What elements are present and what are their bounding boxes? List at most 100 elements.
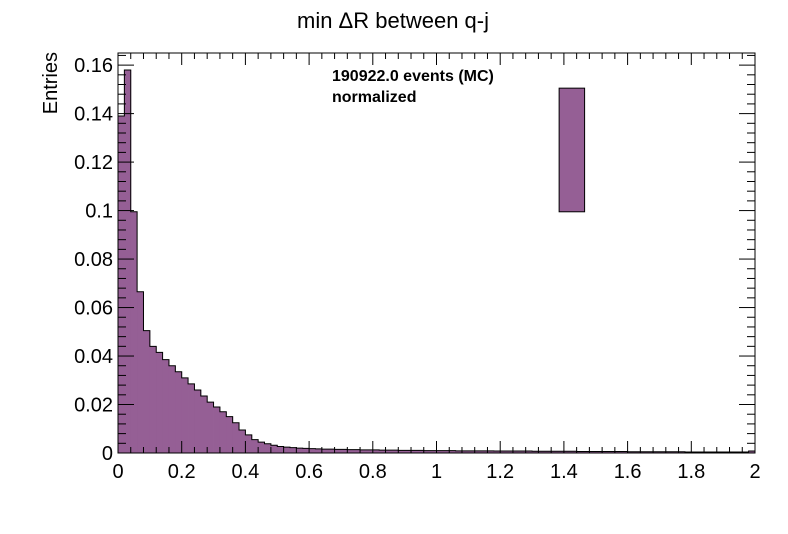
histogram-bar (130, 211, 138, 453)
histogram-bar (156, 352, 163, 453)
y-tick-label: 0.16 (74, 55, 113, 77)
histogram-bar (748, 451, 756, 453)
y-axis-title: Entries (40, 52, 62, 114)
histogram-bar (162, 359, 170, 453)
histogram-bar (315, 448, 323, 453)
histogram-bar (576, 451, 584, 453)
legend-swatch (558, 87, 586, 213)
y-tick-label: 0 (102, 443, 113, 465)
histogram-bar (672, 451, 679, 453)
histogram-bar (430, 450, 437, 453)
histogram-bar (525, 451, 533, 453)
histogram-bar (481, 450, 488, 453)
y-tick-label: 0.1 (85, 201, 113, 223)
histogram-bar (411, 450, 418, 453)
histogram-bar (640, 451, 648, 453)
histogram-bar (404, 450, 412, 453)
histogram-bar (385, 450, 393, 453)
histogram-bar (589, 451, 597, 453)
histogram-bar (283, 447, 291, 453)
histogram-bar (442, 450, 450, 453)
histogram-bar (379, 450, 386, 453)
histogram-bar (506, 451, 514, 453)
histogram-bar (474, 450, 482, 453)
histogram-bar (264, 443, 272, 453)
histogram-bar (334, 449, 342, 453)
histogram-bar (493, 451, 501, 453)
histogram-bar (633, 451, 641, 453)
histogram-bar (551, 451, 558, 453)
histogram-bar (168, 365, 176, 453)
histogram-bar (296, 448, 304, 453)
histogram-bar (563, 451, 571, 453)
histogram-bar (487, 450, 495, 453)
legend (558, 87, 586, 213)
histogram-bar (347, 449, 355, 453)
events-annotation: 190922.0 events (MC) (332, 68, 494, 85)
y-tick-label: 0.04 (74, 346, 113, 368)
y-tick-label: 0.02 (74, 395, 113, 417)
histogram-bar (321, 449, 329, 453)
histogram-bar (258, 442, 265, 453)
plot-frame-group (117, 52, 756, 454)
y-tick-label: 0.14 (74, 104, 113, 126)
histogram-bar (239, 429, 246, 453)
x-tick-label: 0.4 (231, 461, 259, 483)
histogram-bar (665, 451, 673, 453)
histogram-bar (608, 451, 616, 453)
histogram-bar (200, 396, 208, 453)
histogram-bar (270, 445, 278, 453)
histogram-outline (117, 69, 756, 453)
histogram-bar (175, 371, 183, 453)
y-tick-label: 0.12 (74, 152, 113, 174)
histogram-bar (328, 449, 335, 453)
histogram-bar (544, 451, 552, 453)
histogram-bar (124, 69, 132, 453)
histogram-bar (646, 451, 654, 453)
x-tick-label: 2 (749, 461, 760, 483)
histogram-bar (602, 451, 609, 453)
x-tick-label: 0.6 (295, 461, 323, 483)
histogram-bar (149, 346, 157, 453)
histogram-bar (570, 451, 578, 453)
histogram-bar (659, 451, 667, 453)
histogram-bar (277, 446, 285, 453)
x-tick-label: 0.2 (168, 461, 196, 483)
histogram-bar (245, 434, 253, 453)
histogram-bar (213, 406, 221, 453)
histogram-bar (137, 291, 144, 453)
histogram-bar (143, 330, 151, 453)
histogram-bar (519, 451, 527, 453)
histogram-bars (118, 69, 756, 453)
histogram-bar (232, 422, 240, 453)
y-tick-label: 0.08 (74, 249, 113, 271)
histogram-bar (366, 449, 374, 453)
chart-title: min ΔR between q-j (297, 8, 489, 33)
normalized-annotation: normalized (332, 89, 416, 106)
x-tick-label: 1.8 (677, 461, 705, 483)
histogram-bar (468, 450, 476, 453)
histogram-bar (449, 450, 457, 453)
histogram-bar (436, 450, 444, 453)
histogram-bar (188, 383, 195, 453)
histogram-bar (181, 377, 189, 453)
histogram-bar (309, 448, 316, 453)
histogram-bar (372, 449, 380, 453)
x-tick-label: 0.8 (359, 461, 387, 483)
histogram-bar (455, 450, 463, 453)
histogram-bar (302, 448, 310, 453)
histogram-bar (417, 450, 425, 453)
histogram-bar (226, 416, 234, 453)
histogram-bar (194, 389, 202, 453)
histogram-bar (532, 451, 539, 453)
histogram-bar (340, 449, 348, 453)
x-tick-label: 1.6 (614, 461, 642, 483)
plot-frame (117, 52, 756, 454)
histogram-bar (614, 451, 622, 453)
histogram-bar (219, 411, 227, 453)
histogram-bar (391, 450, 399, 453)
histogram-bar (500, 451, 507, 453)
x-tick-label: 1 (431, 461, 442, 483)
histogram-outline-group (117, 69, 756, 453)
